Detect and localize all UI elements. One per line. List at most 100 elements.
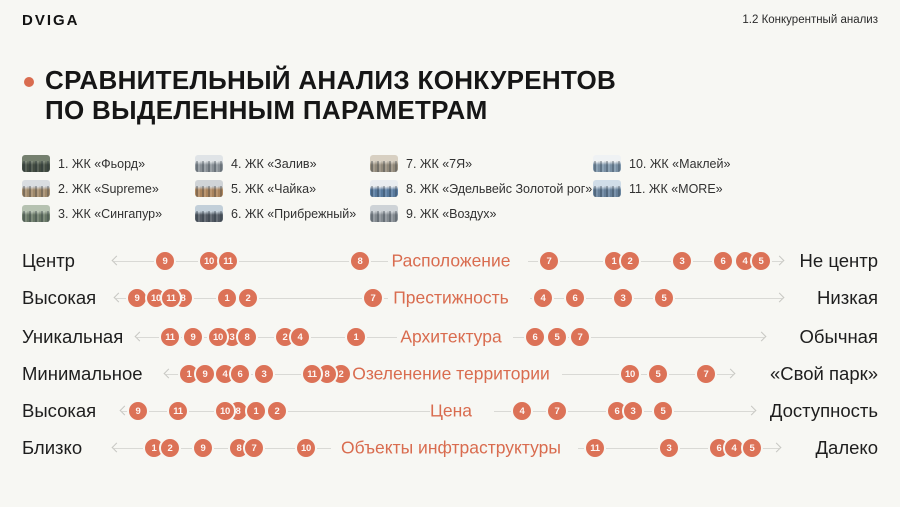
legend-item: 7. ЖК «7Я»	[370, 155, 592, 172]
competitor-dot: 7	[695, 363, 717, 385]
axis-parameter-label: Цена	[429, 400, 473, 421]
competitor-dot: 4	[532, 287, 554, 309]
legend-item-label: 1. ЖК «Фьорд»	[58, 156, 146, 171]
axis-row: Близко Далеко Объекты инфтраструктуры 1 2 9 8 7…	[0, 430, 900, 467]
arrow-right-icon	[725, 368, 736, 379]
competitor-dot: 6	[712, 250, 734, 272]
axis-parameter-label: Архитектура	[400, 326, 502, 347]
legend-item: 11. ЖК «MORE»	[593, 180, 730, 197]
axis-left-pole-label: Минимальное	[22, 363, 143, 384]
arrow-left-icon	[111, 442, 122, 453]
competitor-dot: 3	[612, 287, 634, 309]
arrow-left-icon	[163, 368, 174, 379]
legend-item-label: 7. ЖК «7Я»	[406, 156, 473, 171]
complex-thumbnail	[593, 155, 621, 172]
axis-right-pole-label: «Свой парк»	[769, 363, 878, 384]
axis-track-left	[111, 255, 388, 266]
legend-item-label: 8. ЖК «Эдельвейс Золотой рог»	[406, 181, 593, 196]
competitor-dot: 9	[192, 437, 214, 459]
competitor-dot: 3	[253, 363, 275, 385]
title-line-1: СРАВНИТЕЛЬНЫЙ АНАЛИЗ КОНКУРЕНТОВ	[45, 65, 617, 95]
legend-item: 5. ЖК «Чайка»	[195, 180, 356, 197]
competitor-dot: 11	[160, 287, 182, 309]
competitor-dot: 9	[154, 250, 176, 272]
axis-track-left	[111, 442, 331, 453]
competitor-dot: 6	[524, 326, 546, 348]
legend-item: 10. ЖК «Маклей»	[593, 155, 730, 172]
legend-item-label: 6. ЖК «Прибрежный»	[231, 206, 357, 221]
competitor-dot: 9	[194, 363, 216, 385]
legend-item-label: 11. ЖК «MORE»	[629, 181, 723, 196]
competitor-dot: 5	[653, 287, 675, 309]
axis-row: Центр Не центр Расположение 9 10 11 8 7 1 2 3 6 4 5	[0, 243, 900, 280]
competitor-dot: 3	[671, 250, 693, 272]
competitor-dot: 7	[243, 437, 265, 459]
axis-right-pole-label: Не центр	[799, 250, 878, 271]
arrow-right-icon	[774, 292, 785, 303]
competitor-dot: 4	[511, 400, 533, 422]
axis-row: Высокая Низкая Престижность 9 10 8 11 1 2 7 4 6 3 5	[0, 280, 900, 317]
legend-item: 1. ЖК «Фьорд»	[22, 155, 162, 172]
legend-item: 8. ЖК «Эдельвейс Золотой рог»	[370, 180, 592, 197]
complex-thumbnail	[370, 180, 398, 197]
legend-item-label: 3. ЖК «Сингапур»	[58, 206, 163, 221]
competitor-dot: 2	[159, 437, 181, 459]
competitor-dot: 10	[619, 363, 641, 385]
competitor-dot: 5	[647, 363, 669, 385]
competitor-dot: 5	[750, 250, 772, 272]
competitor-dot: 1	[345, 326, 367, 348]
competitor-dot: 3	[622, 400, 644, 422]
competitor-dot: 7	[538, 250, 560, 272]
legend-column: 1. ЖК «Фьорд» 2. ЖК «Supreme» 3. ЖК «Синга…	[22, 155, 162, 230]
competitor-dot: 2	[266, 400, 288, 422]
legend-item: 2. ЖК «Supreme»	[22, 180, 162, 197]
competitor-dot: 6	[564, 287, 586, 309]
axis-left-pole-label: Уникальная	[22, 326, 124, 347]
legend-item-label: 2. ЖК «Supreme»	[58, 181, 159, 196]
competitor-dot: 7	[569, 326, 591, 348]
axis-row: Высокая Доступность Цена 9 11 8 10 1 2 4 7 6 3 5	[0, 393, 900, 430]
axis-right-pole-label: Низкая	[817, 287, 878, 308]
complex-thumbnail	[195, 155, 223, 172]
legend-item: 9. ЖК «Воздух»	[370, 205, 592, 222]
competitor-dot: 2	[237, 287, 259, 309]
competitor-dot: 2	[619, 250, 641, 272]
competitor-dot: 11	[217, 250, 239, 272]
competitor-dot: 5	[652, 400, 674, 422]
arrow-right-icon	[774, 255, 785, 266]
competitor-dot: 10	[295, 437, 317, 459]
competitor-dot: 7	[546, 400, 568, 422]
axis-right-pole-label: Обычная	[799, 326, 878, 347]
legend-column: 4. ЖК «Залив» 5. ЖК «Чайка» 6. ЖК «Прибреж…	[195, 155, 356, 230]
competitor-dot: 5	[546, 326, 568, 348]
competitor-dot: 11	[301, 363, 323, 385]
axis-parameter-label: Расположение	[391, 250, 511, 271]
legend-item-label: 4. ЖК «Залив»	[231, 156, 317, 171]
complex-thumbnail	[22, 205, 50, 222]
complex-thumbnail	[22, 180, 50, 197]
legend-item-label: 9. ЖК «Воздух»	[406, 206, 497, 221]
competitor-dot: 8	[349, 250, 371, 272]
competitor-dot: 5	[741, 437, 763, 459]
legend-column: 10. ЖК «Маклей» 11. ЖК «MORE»	[593, 155, 730, 205]
legend-item: 6. ЖК «Прибрежный»	[195, 205, 356, 222]
competitor-dot: 6	[229, 363, 251, 385]
axis-parameter-label: Озеленение территории	[352, 363, 550, 384]
competitor-dot: 1	[216, 287, 238, 309]
competitor-dot: 4	[289, 326, 311, 348]
axis-track-right	[513, 331, 767, 342]
axis-row: Уникальная Обычная Архитектура 11 9 3 10 8 2 4 1 6 5…	[0, 319, 900, 356]
competitor-dot: 1	[245, 400, 267, 422]
axis-parameter-label: Объекты инфтраструктуры	[341, 437, 561, 458]
legend-column: 7. ЖК «7Я» 8. ЖК «Эдельвейс Золотой рог» 9…	[370, 155, 592, 230]
title-bullet-icon	[24, 77, 34, 87]
axis-left-pole-label: Высокая	[22, 400, 97, 421]
arrow-left-icon	[134, 331, 145, 342]
competitor-dot: 7	[362, 287, 384, 309]
page-title: СРАВНИТЕЛЬНЫЙ АНАЛИЗ КОНКУРЕНТОВ ПО ВЫДЕЛ…	[45, 65, 617, 125]
axis-left-pole-label: Близко	[22, 437, 83, 458]
competitor-dot: 11	[159, 326, 181, 348]
arrow-left-icon	[111, 255, 122, 266]
axis-parameter-label: Престижность	[393, 287, 509, 308]
competitor-dot: 10	[214, 400, 236, 422]
